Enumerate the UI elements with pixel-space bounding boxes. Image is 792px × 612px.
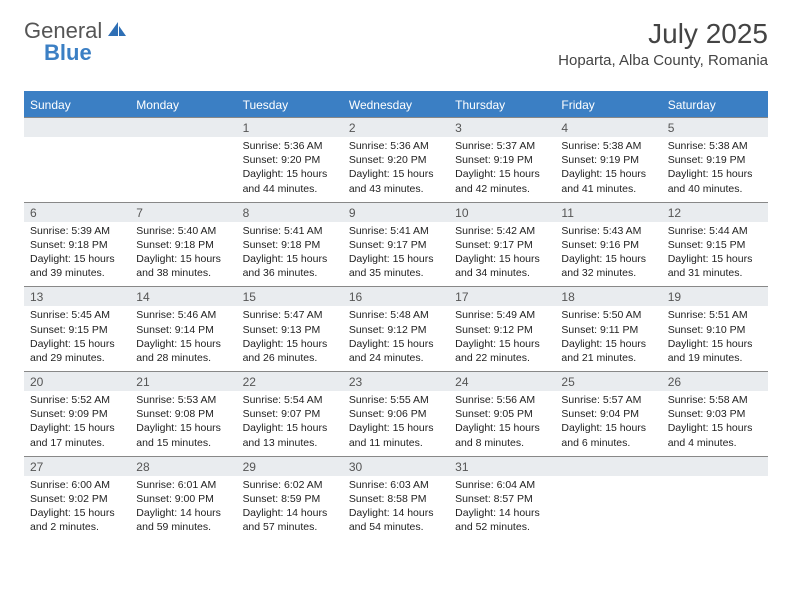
day-number: 8 — [237, 203, 343, 222]
day-number: 18 — [555, 287, 661, 306]
day-number: 25 — [555, 372, 661, 391]
day-number: 17 — [449, 287, 555, 306]
week-detail-row: Sunrise: 5:45 AMSunset: 9:15 PMDaylight:… — [24, 306, 768, 371]
day-of-week: Thursday — [449, 93, 555, 117]
day-detail: Sunrise: 6:02 AMSunset: 8:59 PMDaylight:… — [237, 476, 343, 541]
day-number: 12 — [662, 203, 768, 222]
day-detail: Sunrise: 5:42 AMSunset: 9:17 PMDaylight:… — [449, 222, 555, 287]
day-detail: Sunrise: 5:37 AMSunset: 9:19 PMDaylight:… — [449, 137, 555, 202]
month-title: July 2025 — [558, 18, 768, 50]
day-number: 16 — [343, 287, 449, 306]
day-detail: Sunrise: 5:38 AMSunset: 9:19 PMDaylight:… — [662, 137, 768, 202]
week-detail-row: Sunrise: 5:39 AMSunset: 9:18 PMDaylight:… — [24, 222, 768, 287]
day-detail: Sunrise: 6:00 AMSunset: 9:02 PMDaylight:… — [24, 476, 130, 541]
day-detail: Sunrise: 5:50 AMSunset: 9:11 PMDaylight:… — [555, 306, 661, 371]
day-number: 1 — [237, 118, 343, 137]
day-of-week: Saturday — [662, 93, 768, 117]
week-detail-row: Sunrise: 5:36 AMSunset: 9:20 PMDaylight:… — [24, 137, 768, 202]
day-detail: Sunrise: 5:58 AMSunset: 9:03 PMDaylight:… — [662, 391, 768, 456]
location: Hoparta, Alba County, Romania — [558, 52, 768, 69]
day-detail: Sunrise: 5:57 AMSunset: 9:04 PMDaylight:… — [555, 391, 661, 456]
day-number: 5 — [662, 118, 768, 137]
day-detail: Sunrise: 5:46 AMSunset: 9:14 PMDaylight:… — [130, 306, 236, 371]
day-detail: Sunrise: 6:03 AMSunset: 8:58 PMDaylight:… — [343, 476, 449, 541]
day-number: 6 — [24, 203, 130, 222]
day-number — [555, 457, 661, 476]
day-number: 2 — [343, 118, 449, 137]
day-of-week-header: SundayMondayTuesdayWednesdayThursdayFrid… — [24, 93, 768, 117]
day-detail: Sunrise: 5:53 AMSunset: 9:08 PMDaylight:… — [130, 391, 236, 456]
week-daynum-row: 20212223242526 — [24, 371, 768, 391]
day-detail — [555, 476, 661, 541]
day-detail: Sunrise: 5:41 AMSunset: 9:18 PMDaylight:… — [237, 222, 343, 287]
week-daynum-row: 12345 — [24, 117, 768, 137]
day-detail: Sunrise: 5:51 AMSunset: 9:10 PMDaylight:… — [662, 306, 768, 371]
day-detail: Sunrise: 6:01 AMSunset: 9:00 PMDaylight:… — [130, 476, 236, 541]
day-of-week: Sunday — [24, 93, 130, 117]
week-daynum-row: 6789101112 — [24, 202, 768, 222]
day-detail: Sunrise: 5:49 AMSunset: 9:12 PMDaylight:… — [449, 306, 555, 371]
day-detail: Sunrise: 6:04 AMSunset: 8:57 PMDaylight:… — [449, 476, 555, 541]
day-detail: Sunrise: 5:41 AMSunset: 9:17 PMDaylight:… — [343, 222, 449, 287]
day-detail: Sunrise: 5:48 AMSunset: 9:12 PMDaylight:… — [343, 306, 449, 371]
day-detail: Sunrise: 5:40 AMSunset: 9:18 PMDaylight:… — [130, 222, 236, 287]
day-detail: Sunrise: 5:44 AMSunset: 9:15 PMDaylight:… — [662, 222, 768, 287]
day-number: 23 — [343, 372, 449, 391]
day-of-week: Tuesday — [237, 93, 343, 117]
day-detail: Sunrise: 5:45 AMSunset: 9:15 PMDaylight:… — [24, 306, 130, 371]
day-detail: Sunrise: 5:39 AMSunset: 9:18 PMDaylight:… — [24, 222, 130, 287]
day-number: 27 — [24, 457, 130, 476]
day-detail: Sunrise: 5:36 AMSunset: 9:20 PMDaylight:… — [343, 137, 449, 202]
week-detail-row: Sunrise: 5:52 AMSunset: 9:09 PMDaylight:… — [24, 391, 768, 456]
week-detail-row: Sunrise: 6:00 AMSunset: 9:02 PMDaylight:… — [24, 476, 768, 541]
day-number: 29 — [237, 457, 343, 476]
day-detail: Sunrise: 5:47 AMSunset: 9:13 PMDaylight:… — [237, 306, 343, 371]
day-detail — [24, 137, 130, 202]
day-number: 9 — [343, 203, 449, 222]
week-daynum-row: 2728293031 — [24, 456, 768, 476]
day-detail: Sunrise: 5:56 AMSunset: 9:05 PMDaylight:… — [449, 391, 555, 456]
day-number: 30 — [343, 457, 449, 476]
day-detail: Sunrise: 5:55 AMSunset: 9:06 PMDaylight:… — [343, 391, 449, 456]
day-number: 28 — [130, 457, 236, 476]
day-number: 13 — [24, 287, 130, 306]
day-number: 4 — [555, 118, 661, 137]
day-number: 14 — [130, 287, 236, 306]
day-detail — [130, 137, 236, 202]
day-detail — [662, 476, 768, 541]
logo-text-2: Blue — [44, 40, 92, 65]
day-number: 3 — [449, 118, 555, 137]
day-number: 24 — [449, 372, 555, 391]
day-of-week: Monday — [130, 93, 236, 117]
day-number — [130, 118, 236, 137]
day-of-week: Friday — [555, 93, 661, 117]
header: General July 2025 Hoparta, Alba County, … — [24, 18, 768, 69]
day-number: 11 — [555, 203, 661, 222]
day-number: 20 — [24, 372, 130, 391]
day-detail: Sunrise: 5:38 AMSunset: 9:19 PMDaylight:… — [555, 137, 661, 202]
day-number: 31 — [449, 457, 555, 476]
calendar: SundayMondayTuesdayWednesdayThursdayFrid… — [24, 91, 768, 540]
day-number: 19 — [662, 287, 768, 306]
day-number: 10 — [449, 203, 555, 222]
week-daynum-row: 13141516171819 — [24, 286, 768, 306]
day-of-week: Wednesday — [343, 93, 449, 117]
day-number: 7 — [130, 203, 236, 222]
day-detail: Sunrise: 5:43 AMSunset: 9:16 PMDaylight:… — [555, 222, 661, 287]
day-number: 15 — [237, 287, 343, 306]
day-number — [662, 457, 768, 476]
day-detail: Sunrise: 5:36 AMSunset: 9:20 PMDaylight:… — [237, 137, 343, 202]
logo-sail-icon — [104, 18, 128, 44]
day-number — [24, 118, 130, 137]
day-number: 26 — [662, 372, 768, 391]
day-number: 21 — [130, 372, 236, 391]
day-detail: Sunrise: 5:54 AMSunset: 9:07 PMDaylight:… — [237, 391, 343, 456]
day-number: 22 — [237, 372, 343, 391]
day-detail: Sunrise: 5:52 AMSunset: 9:09 PMDaylight:… — [24, 391, 130, 456]
